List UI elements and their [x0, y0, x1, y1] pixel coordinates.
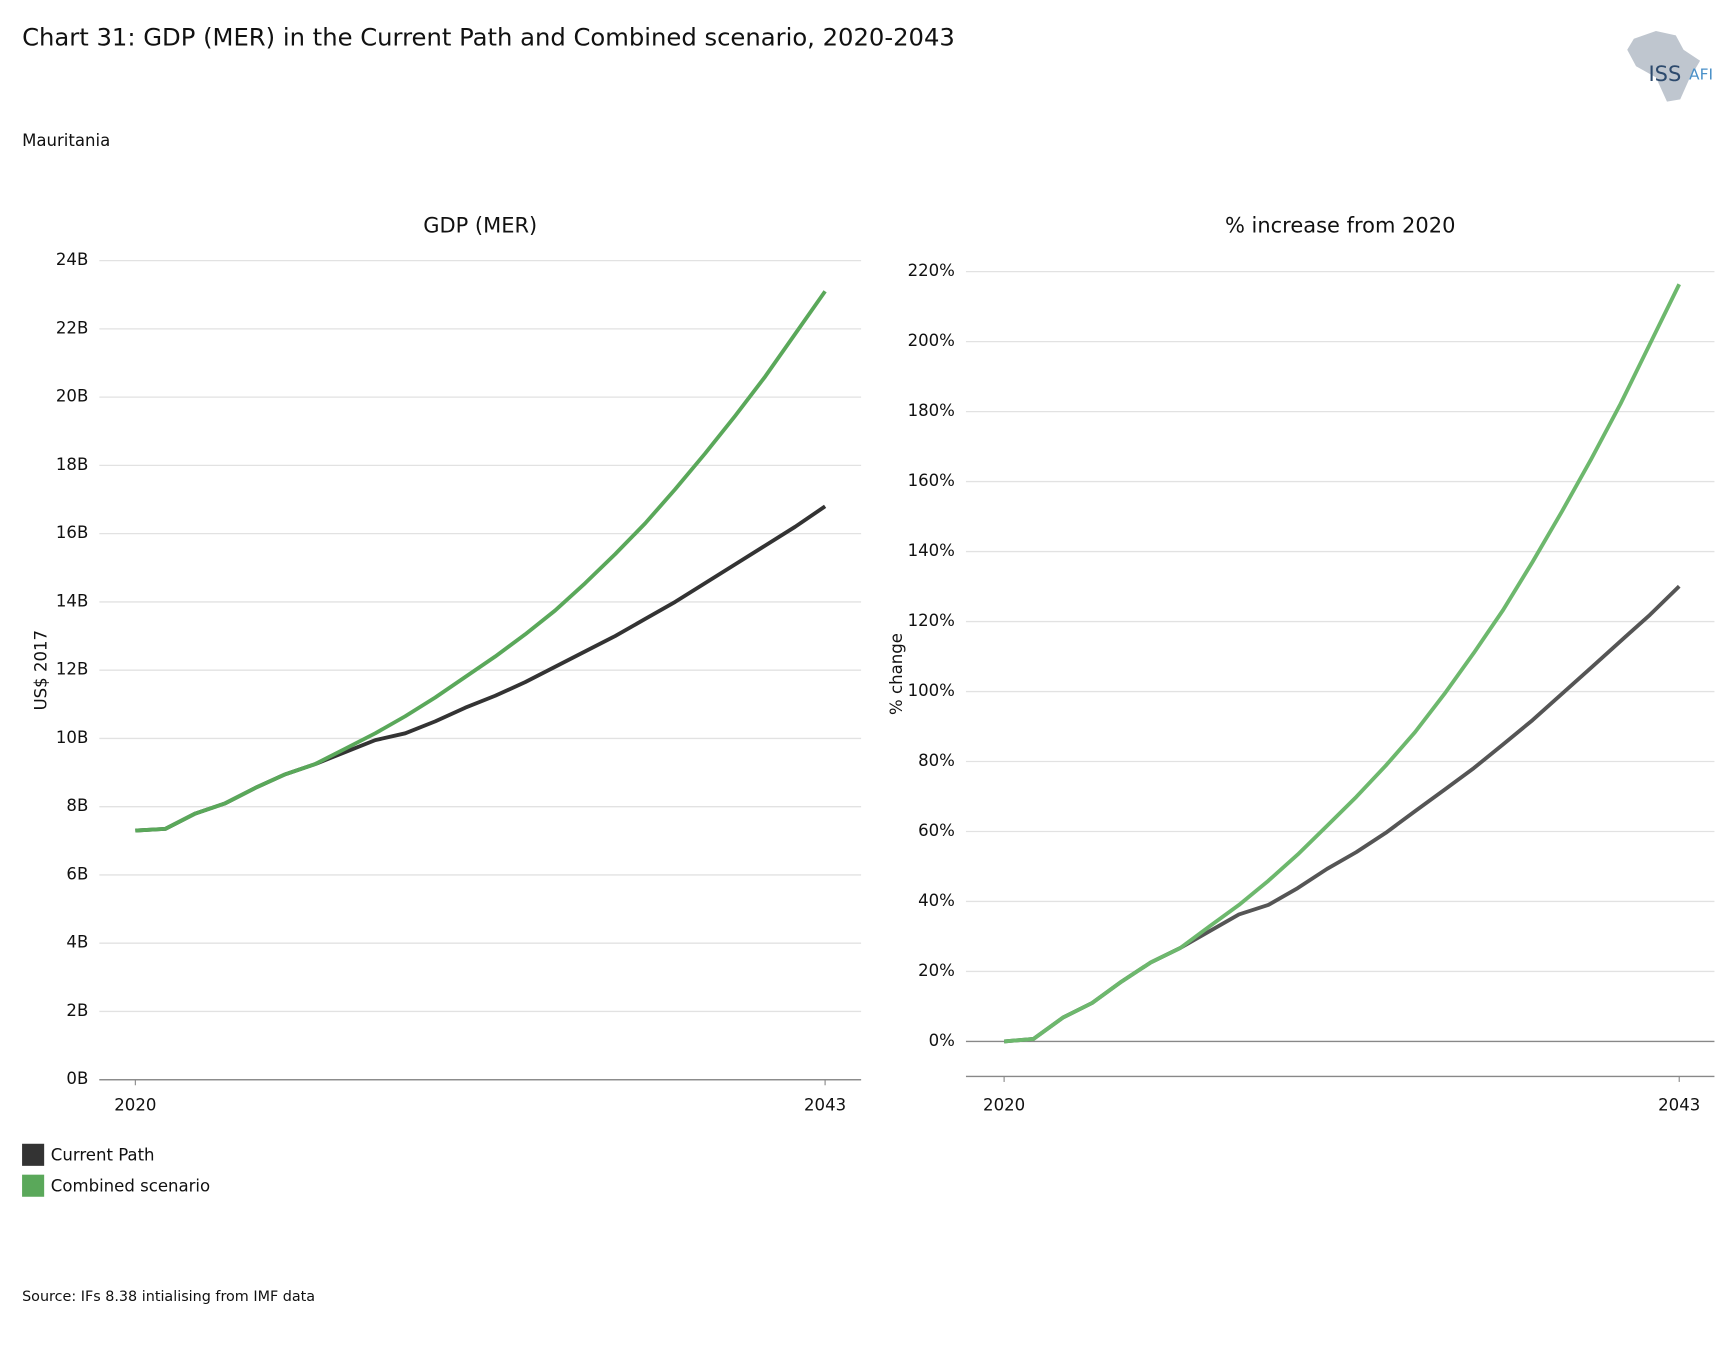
y-tick-label: 100%	[908, 681, 955, 700]
y-tick-label: 20%	[918, 961, 955, 980]
y-tick-label: 8B	[66, 796, 88, 815]
series-line	[135, 290, 827, 833]
source: Source: IFs 8.38 intialising from IMF da…	[22, 1289, 315, 1305]
y-tick-label: 2B	[66, 1001, 88, 1020]
y-tick-label: 220%	[908, 261, 955, 280]
logo-map	[1627, 30, 1701, 102]
x-tick-label: 2043	[1658, 1096, 1700, 1115]
y-tick-label: 120%	[908, 611, 955, 630]
y-tick-label: 60%	[918, 821, 955, 840]
panel-title: GDP (MER)	[423, 213, 537, 237]
series-line	[1003, 283, 1681, 1044]
y-tick-label: 24B	[56, 250, 88, 269]
page-title: Chart 31: GDP (MER) in the Current Path …	[22, 23, 955, 52]
y-tick-label: 140%	[908, 541, 955, 560]
y-tick-label: 16B	[56, 523, 88, 542]
y-tick-label: 22B	[56, 318, 88, 337]
y-tick-label: 6B	[66, 864, 88, 883]
y-tick-label: 80%	[918, 751, 955, 770]
y-tick-label: 4B	[66, 933, 88, 952]
logo: ISS AFI	[1627, 30, 1713, 102]
x-tick-label: 2043	[804, 1096, 846, 1115]
y-tick-label: 180%	[908, 401, 955, 420]
y-tick-label: 200%	[908, 331, 955, 350]
y-tick-label: 12B	[56, 660, 88, 679]
y-tick-label: 14B	[56, 591, 88, 610]
y-axis-label: US$ 2017	[31, 630, 50, 711]
y-axis-label: % change	[887, 633, 906, 715]
x-tick-label: 2020	[114, 1096, 156, 1115]
x-tick-label: 2020	[983, 1096, 1025, 1115]
y-tick-label: 40%	[918, 891, 955, 910]
legend-label: Current Path	[51, 1145, 155, 1164]
y-tick-label: 20B	[56, 387, 88, 406]
subtitle: Mauritania	[22, 131, 110, 150]
y-tick-label: 0B	[66, 1069, 88, 1088]
y-tick-label: 160%	[908, 471, 955, 490]
logo-text: AFI	[1689, 66, 1713, 84]
panel-title: % increase from 2020	[1225, 213, 1455, 237]
y-tick-label: 0%	[929, 1031, 955, 1050]
logo-text: ISS	[1649, 62, 1682, 86]
legend-swatch	[22, 1143, 45, 1166]
legend-swatch	[22, 1174, 45, 1197]
y-tick-label: 18B	[56, 455, 88, 474]
y-tick-label: 10B	[56, 728, 88, 747]
legend-label: Combined scenario	[51, 1176, 210, 1195]
